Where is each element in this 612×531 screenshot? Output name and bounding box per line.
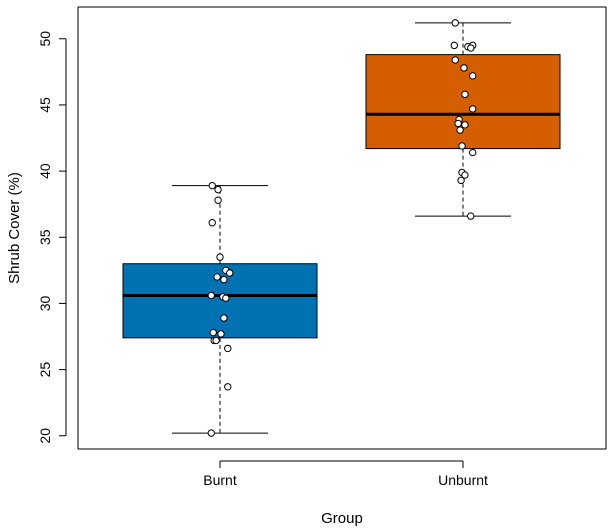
data-point-burnt-15 [217, 330, 225, 338]
data-point-burnt-1 [208, 181, 216, 190]
data-point-burnt-3 [214, 196, 222, 204]
data-point-burnt-9 [220, 275, 228, 284]
plot-frame [77, 6, 607, 450]
data-point-unburnt-7 [460, 64, 468, 72]
data-point-unburnt-19 [457, 176, 465, 185]
data-point-burnt-19 [224, 383, 232, 391]
data-point-burnt-10 [207, 291, 215, 300]
plot-layer [122, 19, 561, 437]
data-point-burnt-4 [208, 219, 216, 227]
x-tick-label-burnt: Burnt [203, 472, 237, 488]
data-point-unburnt-12 [454, 119, 462, 128]
data-point-burnt-7 [226, 269, 234, 277]
y-tick-label-40: 40 [37, 163, 53, 179]
data-point-burnt-2 [214, 185, 222, 194]
data-point-unburnt-8 [469, 72, 477, 80]
data-point-burnt-14 [209, 328, 217, 337]
data-point-unburnt-18 [461, 171, 469, 179]
y-tick-label-45: 45 [37, 97, 53, 113]
x-axis-title: Group [321, 510, 363, 527]
x-tick-label-unburnt: Unburnt [438, 472, 488, 488]
data-point-unburnt-5 [467, 44, 475, 52]
data-point-unburnt-2 [450, 41, 458, 50]
data-point-unburnt-16 [469, 148, 477, 157]
y-tick-label-30: 30 [37, 295, 53, 311]
data-point-burnt-17 [212, 336, 220, 345]
y-axis-title: Shrub Cover (%) [6, 172, 23, 284]
axis-layer: 20 25 30 35 40 45 50 Burnt Unburnt [37, 31, 488, 488]
y-tick-label-20: 20 [37, 428, 53, 444]
box-group-unburnt [365, 19, 561, 220]
data-point-burnt-12 [222, 294, 230, 302]
data-point-burnt-8 [213, 273, 221, 281]
y-tick-label-50: 50 [37, 31, 53, 47]
data-point-burnt-13 [220, 314, 228, 322]
y-tick-label-25: 25 [37, 362, 53, 378]
data-point-unburnt-15 [458, 142, 466, 150]
data-point-burnt-18 [224, 344, 232, 353]
box-group-burnt [122, 181, 318, 437]
data-point-unburnt-20 [467, 212, 475, 220]
data-point-unburnt-6 [451, 56, 459, 64]
data-point-unburnt-14 [456, 126, 464, 134]
data-point-burnt-5 [216, 253, 224, 261]
data-point-unburnt-10 [469, 105, 477, 113]
y-tick-label-35: 35 [37, 229, 53, 245]
data-point-unburnt-9 [461, 90, 469, 99]
data-point-burnt-20 [207, 429, 215, 437]
data-point-unburnt-13 [461, 121, 469, 129]
data-point-unburnt-1 [451, 19, 459, 27]
